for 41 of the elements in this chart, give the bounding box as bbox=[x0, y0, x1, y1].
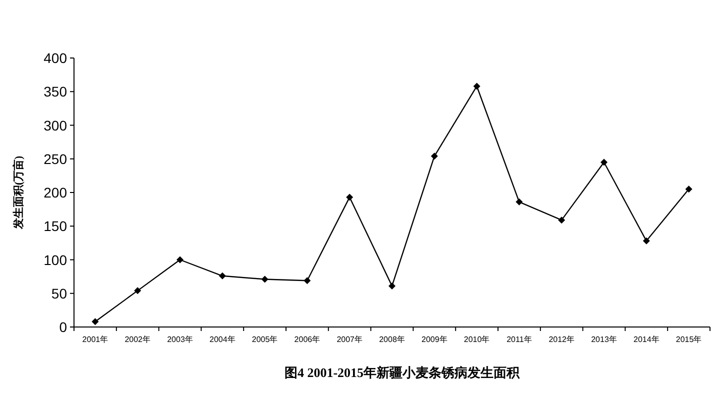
point bbox=[134, 287, 142, 294]
x-tick-label: 2001年 bbox=[82, 335, 108, 344]
x-tick-label: 2015年 bbox=[676, 335, 702, 344]
y-tick-label: 100 bbox=[44, 252, 68, 268]
point bbox=[218, 272, 226, 280]
y-tick-label: 300 bbox=[44, 117, 68, 134]
y-tick-label: 250 bbox=[44, 150, 68, 167]
point bbox=[304, 277, 311, 284]
point bbox=[685, 186, 692, 193]
x-tick-label: 2003年 bbox=[167, 335, 193, 344]
x-tick-label: 2014年 bbox=[634, 335, 660, 344]
point bbox=[642, 237, 650, 244]
x-tick-label: 2005年 bbox=[252, 335, 278, 344]
point bbox=[430, 152, 438, 160]
x-tick-label: 2012年 bbox=[548, 335, 574, 344]
x-tick-label: 2006年 bbox=[294, 335, 320, 344]
point bbox=[600, 158, 608, 166]
point bbox=[388, 282, 396, 290]
x-tick-label: 2013年 bbox=[591, 335, 617, 344]
point bbox=[558, 216, 566, 224]
y-tick-label: 0 bbox=[59, 319, 68, 335]
x-tick-label: 2007年 bbox=[336, 335, 362, 344]
point bbox=[92, 318, 99, 326]
x-tick-label: 2008年 bbox=[379, 335, 405, 344]
x-tick-label: 2002年 bbox=[124, 335, 150, 344]
x-tick-label: 2004年 bbox=[210, 335, 236, 344]
text: 图4 2001-2015年新疆小麦条锈病发生面积 bbox=[284, 365, 521, 380]
point bbox=[176, 256, 184, 264]
y-tick-label: 150 bbox=[44, 218, 68, 234]
x-tick-label: 2011年 bbox=[506, 335, 532, 344]
y-tick-label: 350 bbox=[44, 84, 68, 100]
x-tick-label: 2010年 bbox=[464, 335, 490, 344]
y-axis-title: 发生面积(万亩) bbox=[12, 156, 25, 230]
point bbox=[516, 198, 523, 206]
point bbox=[261, 276, 268, 283]
point bbox=[346, 194, 354, 201]
y-tick-label: 400 bbox=[44, 50, 68, 66]
x-tick-label: 2009年 bbox=[422, 335, 448, 344]
y-tick-label: 200 bbox=[44, 184, 68, 200]
point bbox=[473, 82, 480, 90]
y-tick-label: 50 bbox=[51, 285, 68, 302]
